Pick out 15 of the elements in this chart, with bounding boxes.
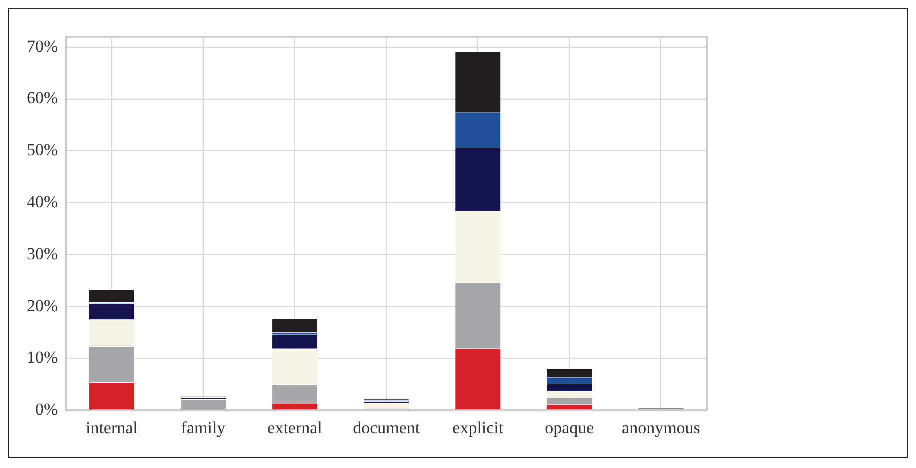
y-tick-label: 10% [26,348,58,368]
x-tick-label: anonymous [622,418,700,438]
x-tick-label: internal [86,418,138,438]
y-tick-label: 60% [26,88,58,108]
y-tick-label: 50% [26,140,58,160]
x-tick-label: document [353,418,420,438]
y-tick-label: 40% [26,192,58,212]
x-tick-label: external [268,418,323,438]
x-tick-label: family [181,418,226,438]
y-tick-label: 70% [26,36,58,56]
x-tick-label: opaque [545,418,594,438]
y-tick-label: 0% [35,400,58,420]
y-tick-label: 30% [26,244,58,264]
y-tick-label: 20% [26,296,58,316]
x-tick-label: explicit [452,418,504,438]
